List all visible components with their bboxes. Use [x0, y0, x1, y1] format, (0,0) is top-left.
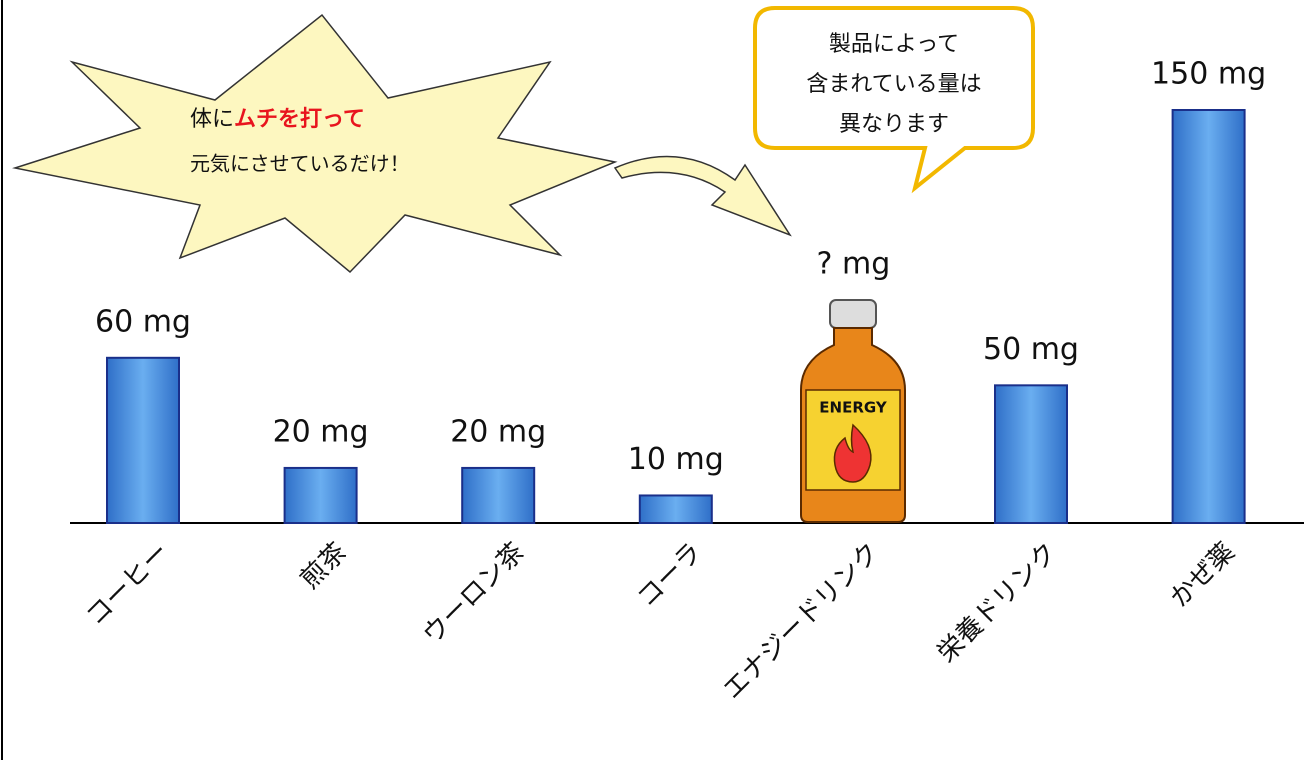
- starburst: [15, 15, 615, 272]
- value-label: 20 mg: [450, 414, 546, 449]
- value-label: 20 mg: [273, 414, 369, 449]
- bar: [1173, 110, 1245, 523]
- bar: [285, 468, 357, 523]
- chart: 体にムチを打って 元気にさせているだけ！ 製品によって 含まれている量は 異なり…: [0, 0, 1304, 760]
- callout-text: 製品によって: [829, 32, 959, 57]
- burst-part: 体に: [190, 107, 234, 132]
- value-label: 150 mg: [1151, 57, 1266, 92]
- x-tick-label: コーヒー: [80, 537, 175, 632]
- burst-text: 体にムチを打って: [190, 107, 365, 132]
- value-label: ? mg: [817, 247, 891, 282]
- arrow: [615, 156, 790, 235]
- bar: [640, 495, 712, 523]
- x-tick-label: 煎茶: [295, 537, 353, 595]
- x-tick-label: エナジードリンク: [717, 537, 885, 705]
- x-tick-label: かぜ薬: [1164, 537, 1240, 613]
- callout-text: 異なります: [839, 112, 949, 137]
- x-tick-label: ウーロン茶: [417, 537, 530, 650]
- bar: [107, 358, 179, 523]
- bottle-label: ENERGY: [819, 399, 888, 417]
- x-tick-label: 栄養ドリンク: [932, 537, 1064, 669]
- value-label: 10 mg: [628, 442, 724, 477]
- x-tick-label: コーラ: [632, 537, 708, 613]
- burst-emphasis: ムチを打って: [234, 107, 365, 132]
- bar: [462, 468, 534, 523]
- bottle: ENERGY: [801, 300, 905, 522]
- callout-text: 含まれている量は: [806, 72, 981, 97]
- value-label: 60 mg: [95, 304, 191, 339]
- bar: [995, 385, 1067, 523]
- value-label: 50 mg: [983, 332, 1079, 367]
- burst-text: 元気にさせているだけ！: [190, 152, 410, 176]
